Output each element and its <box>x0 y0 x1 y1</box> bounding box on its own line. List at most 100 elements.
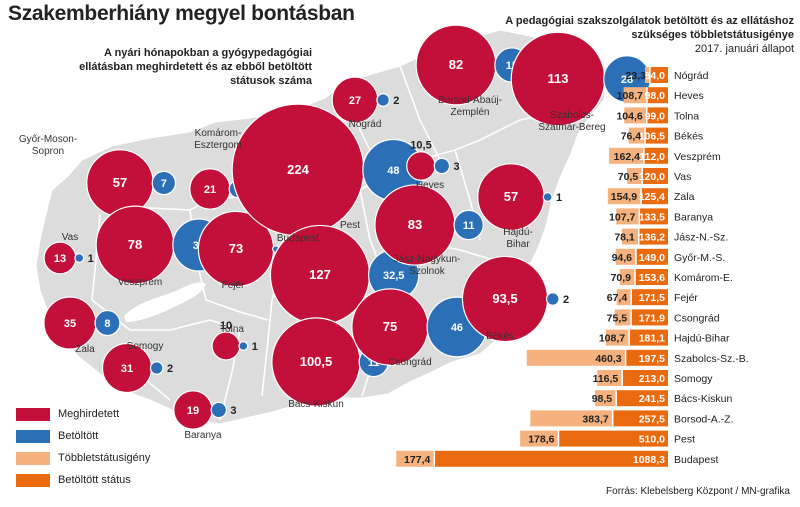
bar-tobblet-label: 162,4 <box>614 151 640 163</box>
bubble-meghirdetett-label: 13 <box>54 253 66 265</box>
bar-chart-title-text: A pedagógiai szakszolgálatok betöltött é… <box>505 15 794 41</box>
bar-county-label: Vas <box>674 171 691 183</box>
county-label: Csongrád <box>388 357 431 368</box>
bar-county-label: Borsod-A.-Z. <box>674 413 734 425</box>
county-label: Somogy <box>127 341 164 352</box>
bar-tobblet-label: 178,6 <box>528 434 554 446</box>
bar-tobbletstatusigeny <box>526 349 626 366</box>
bar-tobbletstatusigeny <box>621 228 639 245</box>
bar-tobblet-label: 70,5 <box>618 171 639 183</box>
bubble-meghirdetett <box>406 151 436 181</box>
bar-county-label: Tolna <box>674 110 699 122</box>
bubble-meghirdetett-label: 100,5 <box>300 354 333 369</box>
bar-tobbletstatusigeny <box>520 430 559 447</box>
legend-item: Meghirdetett <box>16 403 150 425</box>
bar-county-label: Baranya <box>674 211 713 223</box>
bubble-meghirdetett-label: 19 <box>187 405 199 417</box>
bar-county-label: Nógrád <box>674 70 709 82</box>
bar-tobbletstatusigeny <box>623 87 647 104</box>
county-label: Zemplén <box>451 107 490 118</box>
bar-betoltott-label: 84,0 <box>645 70 666 82</box>
legend-label: Betöltött <box>58 430 99 442</box>
bar-betoltott-label: 241,5 <box>639 393 665 405</box>
county-label: Vas <box>62 232 79 243</box>
bubble-betoltott-label: 2 <box>563 294 569 306</box>
bubble-betoltott-label: 2 <box>167 363 173 375</box>
legend-item: Betöltött <box>16 425 150 447</box>
bar-tobbletstatusigeny <box>627 168 643 184</box>
bar-betoltott-label: 98,0 <box>645 90 666 102</box>
bar-county-label: Zala <box>674 191 695 203</box>
bar-betoltott-statusz <box>642 168 668 184</box>
bar-betoltott-statusz <box>631 309 668 326</box>
bar-county-label: Jász-N.-Sz. <box>674 232 728 244</box>
bubble-meghirdetett-label: 224 <box>287 162 309 177</box>
bar-tobbletstatusigeny <box>396 450 435 467</box>
bar-tobbletstatusigeny <box>607 188 642 205</box>
bubble-meghirdetett-label: 127 <box>309 267 331 282</box>
bar-county-label: Fejér <box>674 292 698 304</box>
county-label: Heves <box>416 180 444 191</box>
bubble-meghirdetett-label: 31 <box>121 363 133 375</box>
bar-betoltott-statusz <box>622 370 668 386</box>
legend-item: Többletstátusigény <box>16 447 150 469</box>
bar-betoltott-statusz <box>638 228 668 245</box>
county-label: Pest <box>340 220 360 231</box>
bar-county-label: Komárom-E. <box>674 272 733 284</box>
bar-county-label: Heves <box>674 90 704 102</box>
bubble-betoltott-label: 8 <box>104 318 110 330</box>
bar-county-label: Pest <box>674 434 695 446</box>
bar-tobblet-label: 67,4 <box>607 292 628 304</box>
bar-tobblet-label: 98,5 <box>592 393 613 405</box>
bar-betoltott-label: 99,0 <box>645 110 666 122</box>
county-label: Fejér <box>222 280 245 291</box>
bar-chart-date: 2017. januári állapot <box>694 43 794 55</box>
bar-betoltott-statusz <box>631 289 668 306</box>
bar-tobbletstatusigeny <box>597 370 623 386</box>
bar-tobbletstatusigeny <box>616 208 640 225</box>
bubble-betoltott-label: 3 <box>453 161 459 173</box>
bar-betoltott-statusz <box>639 208 668 225</box>
county-label: Békés <box>486 331 514 342</box>
county-label: Hajdú- <box>503 227 532 238</box>
bar-betoltott-label: 112,0 <box>639 151 665 163</box>
bubble-betoltott <box>545 292 560 306</box>
county-label: Veszprém <box>118 277 162 288</box>
bubble-meghirdetett-label: 78 <box>128 237 142 252</box>
bubble-meghirdetett-label: 93,5 <box>492 291 517 306</box>
bar-county-label: Csongrád <box>674 312 720 324</box>
bubble-meghirdetett-label: 21 <box>204 184 216 196</box>
bubble-meghirdetett-label: 27 <box>349 95 361 107</box>
bar-betoltott-label: 181,1 <box>639 333 665 345</box>
bubble-meghirdetett-label: 10,5 <box>410 140 431 152</box>
county-label: Sopron <box>32 146 64 157</box>
bar-county-label: Bács-Kiskun <box>674 393 733 405</box>
bubble-betoltott <box>210 401 228 419</box>
bar-tobblet-label: 70,9 <box>611 272 632 284</box>
bar-betoltott-statusz <box>643 147 668 164</box>
bar-county-label: Somogy <box>674 373 713 385</box>
bar-tobbletstatusigeny <box>619 269 636 285</box>
legend-swatch <box>16 407 50 421</box>
bubble-betoltott-label: 48 <box>387 165 399 177</box>
bubble-betoltott <box>151 170 177 196</box>
lake-balaton <box>124 282 206 322</box>
legend-label: Többletstátusigény <box>58 452 151 464</box>
bar-tobblet-label: 108,7 <box>617 90 643 102</box>
bar-betoltott-statusz <box>646 87 668 104</box>
bar-betoltott-label: 133,5 <box>639 211 665 223</box>
bar-betoltott-label: 120,0 <box>639 171 665 183</box>
bar-betoltott-label: 213,0 <box>639 373 665 385</box>
legend-swatch <box>16 451 50 465</box>
bubble-betoltott <box>94 309 121 337</box>
bar-betoltott-label: 257,5 <box>639 413 665 425</box>
bubble-betoltott <box>376 93 390 107</box>
bar-tobblet-label: 460,3 <box>595 353 621 365</box>
county-label: Győr-Moson- <box>19 134 77 145</box>
bar-betoltott-label: 1088,3 <box>633 454 665 466</box>
legend-swatch <box>16 429 50 443</box>
bubble-betoltott-label: 28 <box>621 74 633 86</box>
bar-betoltott-label: 171,9 <box>639 312 665 324</box>
